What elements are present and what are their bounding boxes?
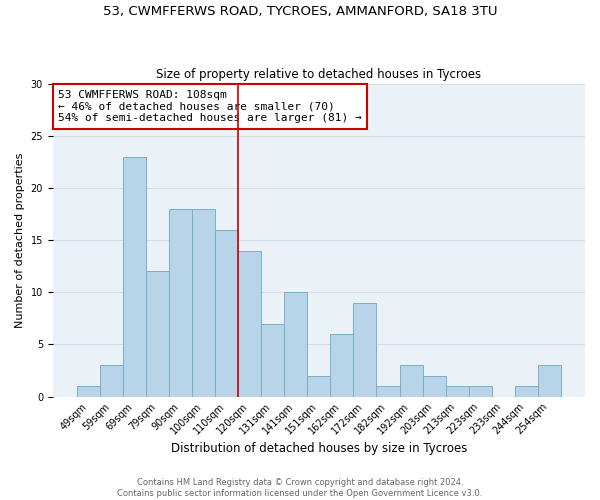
Bar <box>353 302 376 396</box>
Bar <box>469 386 491 396</box>
Bar <box>422 376 446 396</box>
Bar <box>169 209 192 396</box>
X-axis label: Distribution of detached houses by size in Tycroes: Distribution of detached houses by size … <box>171 442 467 455</box>
Bar <box>331 334 353 396</box>
Bar <box>400 366 422 396</box>
Text: 53 CWMFFERWS ROAD: 108sqm
← 46% of detached houses are smaller (70)
54% of semi-: 53 CWMFFERWS ROAD: 108sqm ← 46% of detac… <box>58 90 362 123</box>
Bar <box>77 386 100 396</box>
Y-axis label: Number of detached properties: Number of detached properties <box>15 152 25 328</box>
Bar <box>446 386 469 396</box>
Bar <box>215 230 238 396</box>
Text: 53, CWMFFERWS ROAD, TYCROES, AMMANFORD, SA18 3TU: 53, CWMFFERWS ROAD, TYCROES, AMMANFORD, … <box>103 5 497 18</box>
Bar <box>261 324 284 396</box>
Bar <box>123 156 146 396</box>
Bar <box>284 292 307 397</box>
Bar <box>538 366 561 396</box>
Bar <box>192 209 215 396</box>
Title: Size of property relative to detached houses in Tycroes: Size of property relative to detached ho… <box>157 68 481 81</box>
Text: Contains HM Land Registry data © Crown copyright and database right 2024.
Contai: Contains HM Land Registry data © Crown c… <box>118 478 482 498</box>
Bar <box>376 386 400 396</box>
Bar <box>307 376 331 396</box>
Bar <box>515 386 538 396</box>
Bar <box>100 366 123 396</box>
Bar <box>146 272 169 396</box>
Bar <box>238 250 261 396</box>
